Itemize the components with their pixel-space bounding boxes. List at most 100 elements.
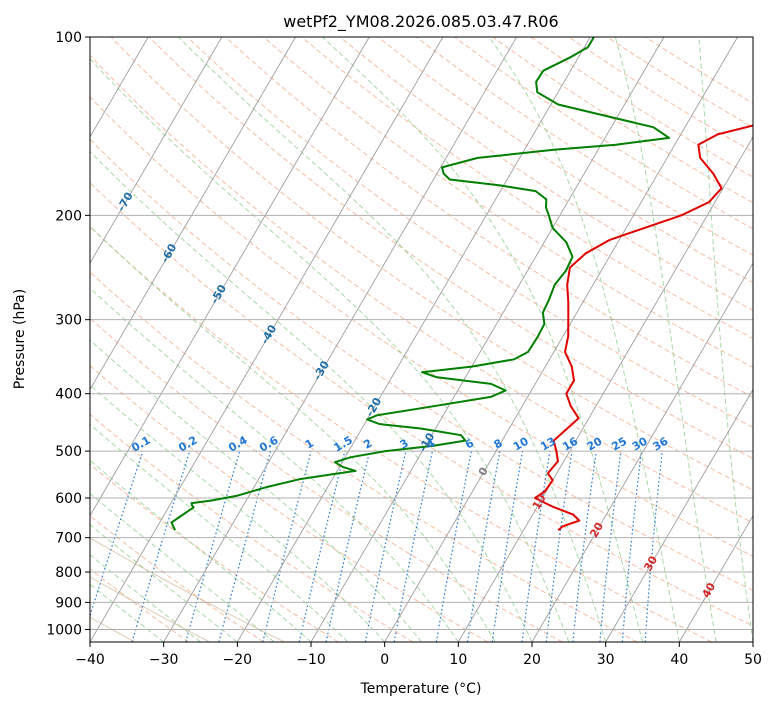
mixing-ratio-lines (90, 450, 663, 642)
mixing-ratio-line (466, 450, 501, 642)
mixing-ratio-line (131, 450, 191, 642)
x-axis: −40 −30 −20 −10 0 10 20 30 40 50 (75, 642, 762, 668)
moist-adiabat-line (178, 37, 607, 642)
dry-adiabat-line (90, 463, 339, 642)
special-curve-line (0, 37, 60, 642)
x-tick-label: 50 (744, 652, 762, 668)
dry-adiabat-line (148, 37, 753, 459)
isotherm-line (752, 641, 753, 642)
y-tick-label: 1000 (46, 622, 82, 638)
dry-adiabat-line (415, 37, 753, 256)
isotherm-line (90, 37, 223, 265)
isotherm-label: -80 (62, 153, 83, 177)
dry-adiabat-line (90, 515, 264, 642)
moist-adiabat-line (90, 423, 349, 642)
moist-adiabat-line (90, 384, 386, 642)
plot-frame (89, 36, 754, 643)
isotherm-label: -40 (258, 322, 279, 346)
dry-adiabat-line (225, 37, 753, 398)
y-tick-label: 500 (55, 444, 82, 460)
dry-adiabat-line (644, 37, 753, 104)
isotherm-line (384, 37, 738, 642)
mixing-ratio-line (621, 451, 643, 642)
dry-adiabat-line (90, 182, 753, 627)
isotherm-label: 10 (530, 492, 549, 512)
dry-adiabat-line (90, 96, 753, 557)
moist-adiabat-line (90, 492, 275, 642)
dry-adiabat-line (339, 37, 753, 311)
isotherm-line (90, 37, 444, 642)
moist-adiabat-line (698, 37, 753, 642)
dewpoint-profile-line (170, 37, 671, 531)
moist-adiabat-line (90, 583, 164, 642)
y-tick-label: 700 (55, 531, 82, 547)
moist-adiabat-line (90, 554, 201, 642)
moist-adiabat-line (90, 287, 459, 642)
dry-adiabat-line (606, 37, 753, 128)
moist-adiabat-line (614, 37, 717, 642)
temperature-profile-line (534, 124, 753, 531)
y-axis: 100 200 300 400 500 600 700 800 900 1000 (46, 30, 90, 638)
moist-adiabat-line (90, 524, 238, 642)
y-tick-label: 200 (55, 208, 82, 224)
plot-area: 0.10.20.40.611.52346810131620253036-100-… (0, 37, 753, 642)
y-tick-label: 400 (55, 387, 82, 403)
isotherm-label: -70 (115, 190, 136, 214)
mixing-ratio-line (185, 450, 241, 642)
moist-adiabat-line (322, 37, 643, 642)
x-tick-label: 20 (523, 652, 541, 668)
line-labels: 0.10.20.40.611.52346810131620253036-100-… (14, 109, 719, 601)
dry-adiabat-line (454, 37, 753, 230)
dry-adiabat-line (187, 37, 753, 428)
moist-adiabat-line (90, 150, 533, 642)
isotherm-line (236, 37, 591, 642)
moist-adiabats (90, 37, 753, 642)
x-tick-label: 0 (380, 652, 389, 668)
mixing-ratio-line (218, 450, 272, 642)
isotherms (0, 37, 753, 642)
mixing-ratio-line (325, 450, 371, 642)
isotherm-label: 40 (699, 580, 718, 600)
isotherm-label: -90 (14, 109, 35, 133)
y-tick-label: 600 (55, 491, 82, 507)
isotherm-line (163, 37, 517, 642)
x-tick-label: −20 (223, 652, 253, 668)
x-axis-label: Temperature (°C) (360, 681, 482, 697)
isotherm-line (605, 388, 753, 642)
dry-adiabat-line (90, 226, 712, 642)
special-curve-line (90, 537, 285, 642)
isotherm-line (457, 135, 753, 642)
dry-adiabat-line (90, 365, 488, 642)
isotherm-line (531, 262, 753, 642)
mixing-ratio-line (491, 450, 524, 642)
y-axis-label: Pressure (hPa) (12, 289, 28, 389)
isotherm-line (0, 37, 1, 642)
x-tick-label: −40 (75, 652, 105, 668)
x-tick-label: −30 (149, 652, 179, 668)
moist-adiabat-line (90, 339, 422, 642)
isotherm-line (90, 37, 296, 391)
isotherm-line (310, 37, 665, 642)
y-tick-label: 100 (55, 30, 82, 46)
dry-adiabat-line (530, 37, 753, 178)
dry-adiabat-line (110, 37, 753, 491)
isobars (90, 37, 753, 630)
mixing-ratio-label: 2 (361, 437, 374, 452)
dry-adiabat-line (90, 317, 563, 642)
isotherm-line (678, 514, 753, 642)
dry-adiabat-line (90, 54, 753, 524)
x-tick-label: 30 (597, 652, 615, 668)
isotherm-label: 30 (641, 553, 660, 573)
dry-adiabat-line (568, 37, 753, 153)
isotherm-label: 0 (476, 465, 491, 478)
y-tick-label: 900 (55, 595, 82, 611)
chart-title: wetPf2_YM08.2026.085.03.47.R06 (283, 12, 558, 32)
moist-adiabat-line (90, 58, 570, 642)
dry-adiabat-line (90, 413, 414, 642)
mixing-ratio-line (521, 451, 551, 642)
mixing-ratio-line (262, 450, 312, 642)
profile-series (170, 37, 753, 531)
x-tick-label: −10 (296, 652, 326, 668)
special-curve-line (90, 576, 210, 642)
